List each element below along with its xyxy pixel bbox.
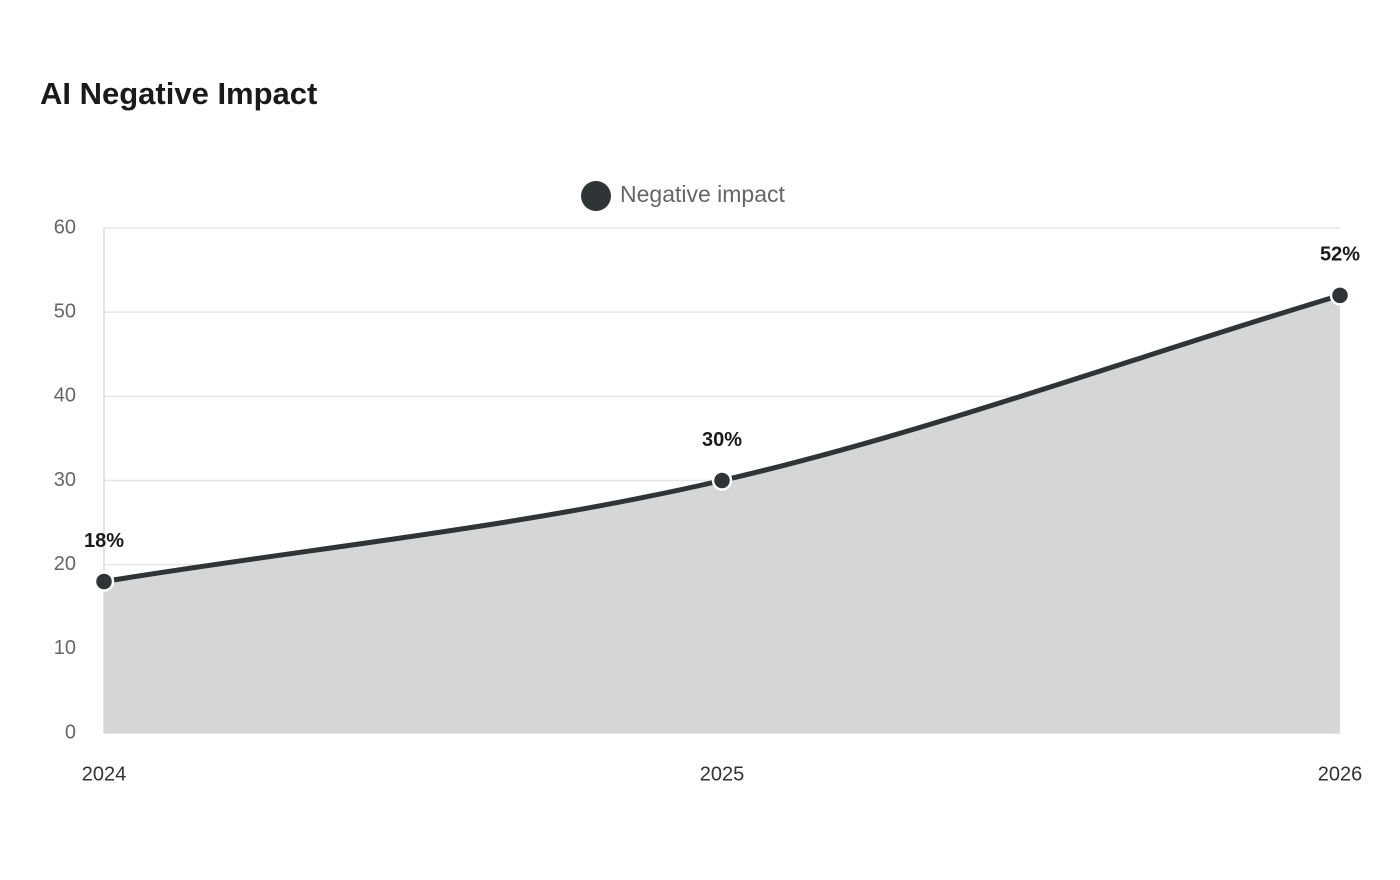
legend-label: Negative impact <box>620 181 786 207</box>
x-tick-label: 2026 <box>1318 763 1363 785</box>
y-tick-label: 40 <box>54 385 76 407</box>
value-label: 18% <box>84 530 124 552</box>
value-label: 30% <box>702 429 742 451</box>
value-label: 52% <box>1320 244 1360 266</box>
y-tick-label: 10 <box>54 637 76 659</box>
chart-title: AI Negative Impact <box>40 76 317 111</box>
legend-marker <box>581 181 611 211</box>
y-tick-label: 20 <box>54 553 76 575</box>
y-tick-label: 30 <box>54 469 76 491</box>
area <box>104 295 1340 733</box>
point <box>711 470 733 491</box>
y-tick-label: 60 <box>54 216 76 238</box>
x-tick-label: 2024 <box>82 763 127 785</box>
y-tick-label: 0 <box>65 721 76 743</box>
point <box>1329 285 1351 306</box>
x-tick-label: 2025 <box>700 763 745 785</box>
point <box>93 571 115 592</box>
y-tick-label: 50 <box>54 300 76 322</box>
